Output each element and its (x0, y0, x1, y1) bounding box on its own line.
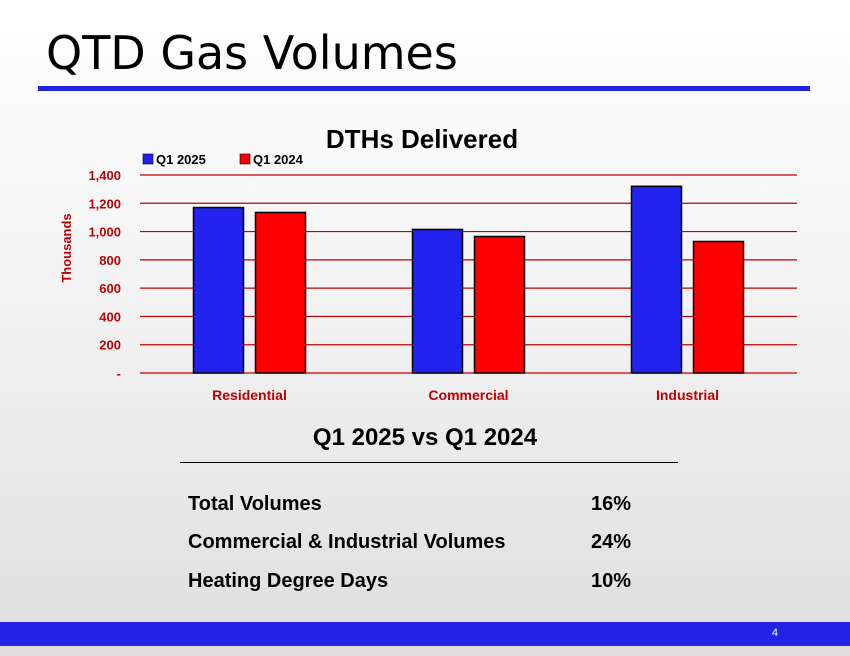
y-tick-label: 800 (99, 253, 121, 268)
bars (192, 185, 745, 374)
chart-legend: Q1 2025 Q1 2024 (142, 152, 304, 167)
bar-industrial-q1-2024 (692, 240, 745, 374)
y-tick-label: - (117, 366, 121, 381)
bar-residential-q1-2025 (192, 206, 245, 374)
y-tick-label: 400 (99, 309, 121, 324)
y-axis-ticks: - 200 400 600 800 1,000 1,200 1,400 (88, 168, 121, 381)
legend-label-q1-2024: Q1 2024 (253, 152, 304, 167)
metric-value: 16% (591, 493, 632, 515)
y-tick-label: 1,200 (88, 196, 121, 211)
comparison-title: Q1 2025 vs Q1 2024 (312, 424, 538, 451)
chart-title: DTHs Delivered (326, 124, 518, 154)
metric-value: 24% (591, 531, 632, 553)
bar-commercial-q1-2024 (473, 235, 526, 374)
metric-row: Commercial & Industrial Volumes 24% (188, 531, 648, 559)
bar-commercial-q1-2025 (411, 228, 464, 374)
metric-row: Heating Degree Days 10% (188, 570, 648, 598)
y-tick-label: 600 (99, 281, 121, 296)
footer-bar: 4 (0, 622, 850, 646)
metric-label: Total Volumes (188, 493, 322, 515)
metric-label: Commercial & Industrial Volumes (188, 531, 506, 553)
bar-industrial-q1-2025 (630, 185, 683, 374)
legend-label-q1-2025: Q1 2025 (156, 152, 206, 167)
page-number: 4 (771, 627, 778, 639)
bar-residential-q1-2024 (254, 211, 307, 374)
x-tick-label: Residential (212, 387, 287, 403)
y-axis-label: Thousands (59, 213, 74, 282)
bar-chart: DTHs Delivered Q1 2025 Q1 2024 Thousands… (59, 124, 797, 403)
title-underline (38, 86, 810, 91)
x-tick-label: Commercial (428, 387, 508, 403)
gridlines (140, 174, 797, 374)
comparison-divider (180, 462, 678, 463)
x-axis-ticks: Residential Commercial Industrial (212, 387, 719, 403)
metric-row: Total Volumes 16% (188, 493, 648, 521)
y-tick-label: 1,400 (88, 168, 121, 183)
metric-value: 10% (591, 570, 632, 592)
y-tick-label: 1,000 (88, 225, 121, 240)
y-tick-label: 200 (99, 338, 121, 353)
legend-swatch-q1-2024 (239, 153, 251, 165)
legend-swatch-q1-2025 (142, 153, 154, 165)
page-title: QTD Gas Volumes (46, 26, 458, 80)
x-tick-label: Industrial (656, 387, 719, 403)
metric-label: Heating Degree Days (188, 570, 389, 592)
